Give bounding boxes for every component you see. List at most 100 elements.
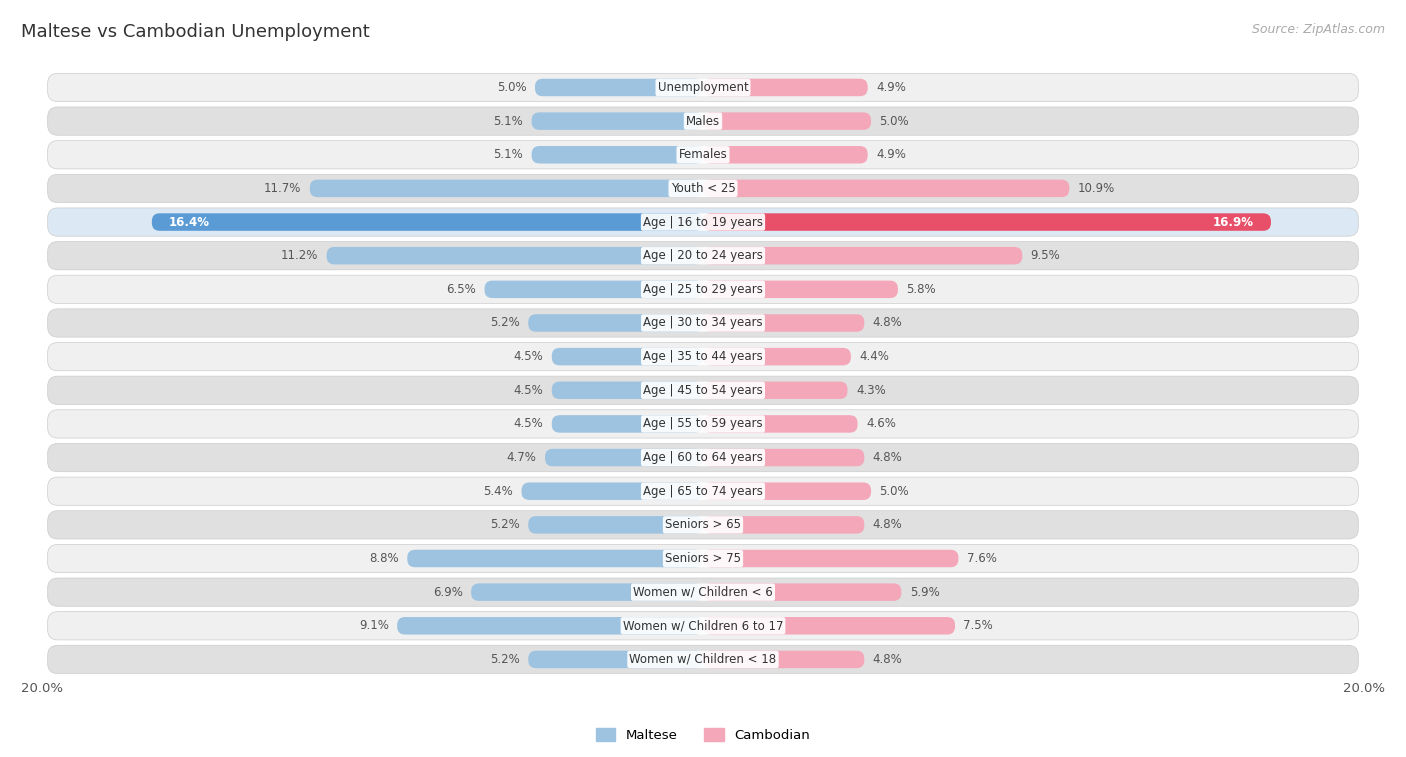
FancyBboxPatch shape bbox=[48, 309, 1358, 337]
Legend: Maltese, Cambodian: Maltese, Cambodian bbox=[591, 722, 815, 747]
FancyBboxPatch shape bbox=[551, 348, 703, 366]
Text: Age | 55 to 59 years: Age | 55 to 59 years bbox=[643, 417, 763, 431]
FancyBboxPatch shape bbox=[522, 482, 703, 500]
Text: Age | 30 to 34 years: Age | 30 to 34 years bbox=[643, 316, 763, 329]
Text: 4.9%: 4.9% bbox=[876, 148, 905, 161]
FancyBboxPatch shape bbox=[48, 141, 1358, 169]
FancyBboxPatch shape bbox=[48, 645, 1358, 674]
Text: 4.8%: 4.8% bbox=[873, 316, 903, 329]
Text: 5.9%: 5.9% bbox=[910, 586, 939, 599]
Text: Maltese vs Cambodian Unemployment: Maltese vs Cambodian Unemployment bbox=[21, 23, 370, 41]
FancyBboxPatch shape bbox=[703, 584, 901, 601]
FancyBboxPatch shape bbox=[48, 544, 1358, 572]
Text: 4.5%: 4.5% bbox=[513, 350, 543, 363]
Text: Source: ZipAtlas.com: Source: ZipAtlas.com bbox=[1251, 23, 1385, 36]
Text: Youth < 25: Youth < 25 bbox=[671, 182, 735, 195]
FancyBboxPatch shape bbox=[48, 477, 1358, 506]
FancyBboxPatch shape bbox=[703, 179, 1070, 197]
Text: Age | 35 to 44 years: Age | 35 to 44 years bbox=[643, 350, 763, 363]
Text: Women w/ Children 6 to 17: Women w/ Children 6 to 17 bbox=[623, 619, 783, 632]
FancyBboxPatch shape bbox=[703, 415, 858, 433]
Text: 20.0%: 20.0% bbox=[1343, 681, 1385, 694]
Text: 4.5%: 4.5% bbox=[513, 384, 543, 397]
Text: 5.2%: 5.2% bbox=[491, 519, 520, 531]
Text: Age | 25 to 29 years: Age | 25 to 29 years bbox=[643, 283, 763, 296]
FancyBboxPatch shape bbox=[703, 213, 1271, 231]
Text: 5.1%: 5.1% bbox=[494, 114, 523, 128]
FancyBboxPatch shape bbox=[48, 578, 1358, 606]
Text: 6.5%: 6.5% bbox=[446, 283, 477, 296]
Text: Males: Males bbox=[686, 114, 720, 128]
FancyBboxPatch shape bbox=[48, 241, 1358, 269]
FancyBboxPatch shape bbox=[48, 410, 1358, 438]
FancyBboxPatch shape bbox=[703, 516, 865, 534]
FancyBboxPatch shape bbox=[48, 342, 1358, 371]
Text: 4.8%: 4.8% bbox=[873, 451, 903, 464]
Text: Age | 20 to 24 years: Age | 20 to 24 years bbox=[643, 249, 763, 262]
Text: Age | 65 to 74 years: Age | 65 to 74 years bbox=[643, 484, 763, 497]
FancyBboxPatch shape bbox=[152, 213, 703, 231]
Text: Unemployment: Unemployment bbox=[658, 81, 748, 94]
FancyBboxPatch shape bbox=[309, 179, 703, 197]
FancyBboxPatch shape bbox=[326, 247, 703, 264]
FancyBboxPatch shape bbox=[703, 550, 959, 567]
FancyBboxPatch shape bbox=[703, 482, 872, 500]
FancyBboxPatch shape bbox=[703, 79, 868, 96]
FancyBboxPatch shape bbox=[408, 550, 703, 567]
FancyBboxPatch shape bbox=[48, 208, 1358, 236]
Text: 5.0%: 5.0% bbox=[879, 484, 910, 497]
Text: 10.9%: 10.9% bbox=[1078, 182, 1115, 195]
Text: 5.1%: 5.1% bbox=[494, 148, 523, 161]
FancyBboxPatch shape bbox=[529, 314, 703, 332]
FancyBboxPatch shape bbox=[534, 79, 703, 96]
Text: 4.5%: 4.5% bbox=[513, 417, 543, 431]
Text: 5.0%: 5.0% bbox=[879, 114, 910, 128]
FancyBboxPatch shape bbox=[703, 382, 848, 399]
Text: Age | 45 to 54 years: Age | 45 to 54 years bbox=[643, 384, 763, 397]
Text: Females: Females bbox=[679, 148, 727, 161]
Text: 5.2%: 5.2% bbox=[491, 316, 520, 329]
Text: 11.2%: 11.2% bbox=[281, 249, 318, 262]
Text: 4.8%: 4.8% bbox=[873, 519, 903, 531]
FancyBboxPatch shape bbox=[48, 444, 1358, 472]
FancyBboxPatch shape bbox=[48, 107, 1358, 136]
FancyBboxPatch shape bbox=[531, 112, 703, 130]
Text: Women w/ Children < 6: Women w/ Children < 6 bbox=[633, 586, 773, 599]
Text: 6.9%: 6.9% bbox=[433, 586, 463, 599]
Text: 5.4%: 5.4% bbox=[484, 484, 513, 497]
Text: 4.8%: 4.8% bbox=[873, 653, 903, 666]
Text: 5.0%: 5.0% bbox=[496, 81, 527, 94]
Text: 8.8%: 8.8% bbox=[370, 552, 399, 565]
Text: 7.6%: 7.6% bbox=[967, 552, 997, 565]
FancyBboxPatch shape bbox=[551, 382, 703, 399]
FancyBboxPatch shape bbox=[703, 247, 1022, 264]
FancyBboxPatch shape bbox=[703, 112, 872, 130]
FancyBboxPatch shape bbox=[531, 146, 703, 164]
FancyBboxPatch shape bbox=[48, 276, 1358, 304]
Text: 4.7%: 4.7% bbox=[506, 451, 537, 464]
Text: 7.5%: 7.5% bbox=[963, 619, 993, 632]
FancyBboxPatch shape bbox=[471, 584, 703, 601]
FancyBboxPatch shape bbox=[703, 348, 851, 366]
FancyBboxPatch shape bbox=[48, 73, 1358, 101]
FancyBboxPatch shape bbox=[703, 146, 868, 164]
FancyBboxPatch shape bbox=[703, 617, 955, 634]
FancyBboxPatch shape bbox=[529, 516, 703, 534]
FancyBboxPatch shape bbox=[529, 651, 703, 668]
FancyBboxPatch shape bbox=[485, 281, 703, 298]
Text: 4.4%: 4.4% bbox=[859, 350, 889, 363]
Text: 20.0%: 20.0% bbox=[21, 681, 63, 694]
Text: Age | 16 to 19 years: Age | 16 to 19 years bbox=[643, 216, 763, 229]
Text: 5.8%: 5.8% bbox=[907, 283, 936, 296]
FancyBboxPatch shape bbox=[703, 651, 865, 668]
FancyBboxPatch shape bbox=[703, 314, 865, 332]
FancyBboxPatch shape bbox=[48, 174, 1358, 203]
Text: 9.1%: 9.1% bbox=[359, 619, 389, 632]
Text: 5.2%: 5.2% bbox=[491, 653, 520, 666]
Text: 16.9%: 16.9% bbox=[1213, 216, 1254, 229]
FancyBboxPatch shape bbox=[48, 612, 1358, 640]
FancyBboxPatch shape bbox=[396, 617, 703, 634]
FancyBboxPatch shape bbox=[546, 449, 703, 466]
Text: 4.6%: 4.6% bbox=[866, 417, 896, 431]
Text: 11.7%: 11.7% bbox=[264, 182, 301, 195]
